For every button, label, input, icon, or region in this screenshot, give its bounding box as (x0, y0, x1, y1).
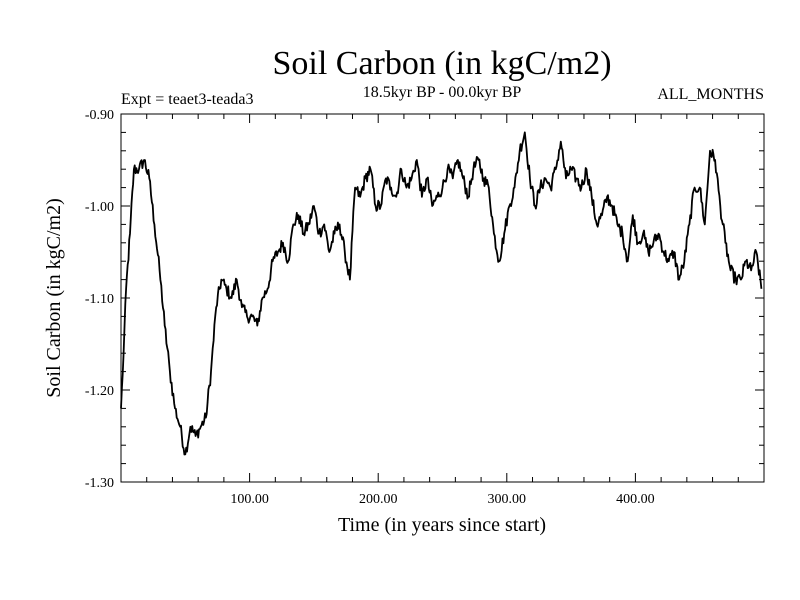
x-tick-label: 100.00 (230, 492, 269, 507)
chart-subtitle: 18.5kyr BP - 00.0kyr BP (363, 84, 522, 101)
x-tick-label: 200.00 (359, 492, 398, 507)
axis-ticks (121, 114, 764, 482)
y-tick-label: -1.00 (85, 200, 114, 215)
chart-title: Soil Carbon (in kgC/m2) (272, 45, 611, 82)
x-tick-label: 300.00 (488, 492, 527, 507)
x-axis-label: Time (in years since start) (338, 514, 546, 536)
series-line-soil-carbon (120, 131, 763, 456)
months-annotation: ALL_MONTHS (657, 86, 764, 103)
y-tick-label: -1.20 (85, 384, 114, 399)
x-tick-label: 400.00 (616, 492, 655, 507)
plot-frame (120, 113, 765, 483)
y-tick-label: -1.30 (85, 476, 114, 491)
y-tick-label: -0.90 (85, 108, 114, 123)
experiment-annotation: Expt = teaet3-teada3 (121, 91, 254, 108)
axis-tick-labels: 100.00 200.00 300.00 400.00 -1.30 -1.20 -1.10 -… (85, 108, 655, 507)
y-tick-label: -1.10 (85, 292, 114, 307)
y-axis-label: Soil Carbon (in kgC/m2) (43, 198, 65, 397)
